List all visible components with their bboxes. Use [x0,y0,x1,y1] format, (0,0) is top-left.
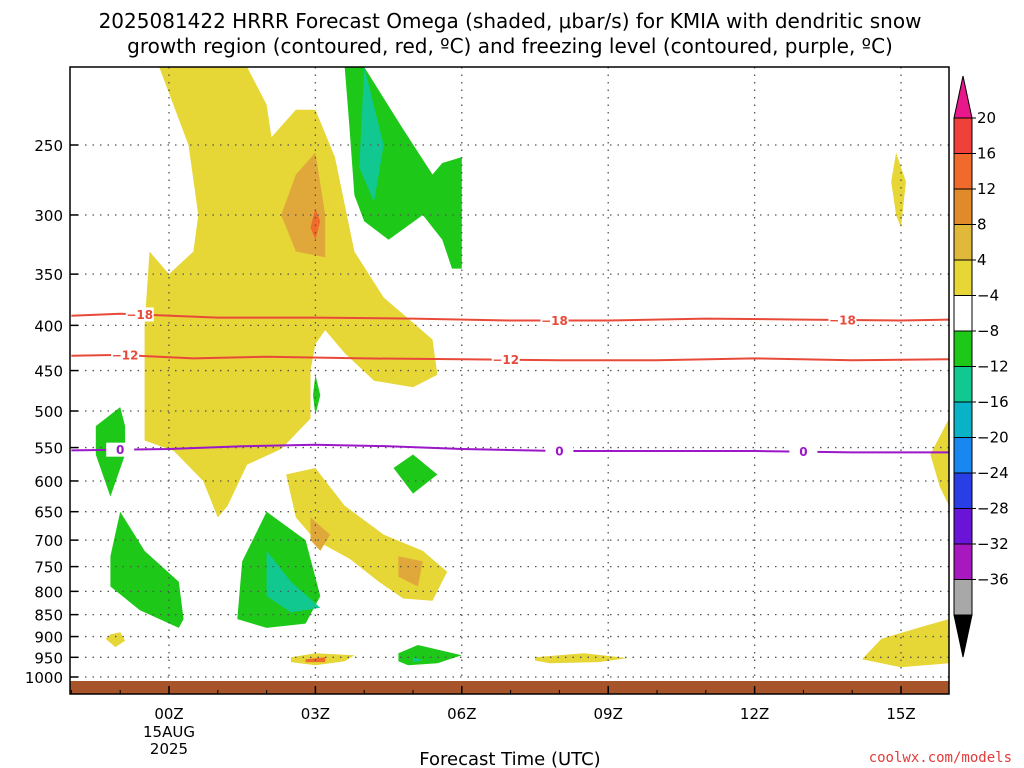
x-tick-date: 15AUG [143,723,195,741]
colorbar-label: 4 [977,251,987,269]
y-tick-label: 550 [34,440,63,458]
x-tick-label: 00Z [154,705,183,723]
x-tick-label: 03Z [301,705,330,723]
contour-label: −12 [112,349,139,363]
y-tick-label: 1000 [25,669,63,687]
x-tick-label: 12Z [740,705,769,723]
colorbar-bin [953,188,973,225]
omega-region [266,550,321,613]
y-tick-label: 500 [34,403,63,421]
contour-line [71,443,949,454]
y-tick-label: 750 [34,559,63,577]
y-tick-label: 700 [34,532,63,550]
omega-region [930,418,949,506]
y-tick-label: 900 [34,629,63,647]
contour-label-bg [789,444,818,459]
omega-region [359,67,384,202]
colorbar-label: −16 [977,393,1009,411]
colorbar-bin [953,508,973,545]
temperature-contours: −18 −18 −18 −12 −12 0 0 0 [71,307,950,459]
colorbar-bin [953,153,973,190]
omega-region [398,556,423,587]
y-tick-label: 350 [34,266,63,284]
x-tick-year: 2025 [150,740,188,758]
omega-region [413,657,423,663]
colorbar-label: −20 [977,429,1009,447]
colorbar-label: −12 [977,358,1009,376]
colorbar-label: −28 [977,500,1009,518]
contour-line [71,353,950,362]
colorbar-bin [953,295,973,332]
colorbar-label: 12 [977,180,996,198]
colorbar-bin [953,259,973,296]
colorbar-bottom-arrow [953,614,973,658]
colorbar-bin [953,543,973,580]
x-tick-label: 09Z [594,705,623,723]
contour-label: 0 [555,445,563,459]
contour-label-bg [540,313,569,328]
colorbar-label: −36 [977,571,1009,589]
y-tick-label: 850 [34,607,63,625]
omega-region [891,152,906,228]
omega-region [110,511,184,628]
colorbar-bin [953,330,973,367]
y-tick-label: 950 [34,649,63,667]
contour-label-bg [106,442,135,457]
colorbar-label: −8 [977,322,999,340]
contour-label-bg [111,348,140,363]
plot-frame [69,66,950,695]
contour-label: −12 [492,353,519,367]
y-tick-label: 250 [34,137,63,155]
colorbar-bin [953,579,973,616]
chart-title-line2: growth region (contoured, red, ºC) and f… [127,34,893,58]
contour-label-bg [545,444,574,459]
y-tick-label: 800 [34,583,63,601]
colorbar-label: −24 [977,464,1009,482]
colorbar-bin [953,472,973,509]
chart-title-line1: 2025081422 HRRR Forecast Omega (shaded, … [99,9,922,33]
x-axis-label: Forecast Time (UTC) [419,749,600,768]
credit-link[interactable]: coolwx.com/models [869,750,1012,766]
contour-label: −18 [126,308,153,322]
y-tick-label: 450 [34,363,63,381]
colorbar-bin [953,366,973,403]
omega-region [393,454,438,494]
y-tick-label: 300 [34,207,63,225]
colorbar-top-arrow [953,75,973,119]
x-tick-label: 06Z [447,705,476,723]
omega-region [105,632,126,648]
y-axis: 250 300 350 400 450 500 550 600 650 700 750 800 850 9… [25,137,78,687]
colorbar-label: 20 [977,109,996,127]
colorbar-label: −32 [977,535,1009,553]
colorbar-label: 16 [977,145,996,163]
colorbar-bin [953,437,973,474]
y-tick-label: 600 [34,473,63,491]
colorbar-label: 8 [977,216,987,234]
colorbar-bin [953,401,973,438]
contour-label-bg [491,352,520,367]
ground-band [70,681,949,694]
colorbar: 20 16 12 8 4 −4 −8 −12 −16 −20 −24 −28 −32 −36 [953,75,1009,658]
contour-label-bg [125,307,154,322]
colorbar-bin [953,224,973,261]
omega-region [310,208,321,240]
x-tick-label: 15Z [886,705,915,723]
omega-region [862,619,949,668]
contour-label: −18 [541,314,568,328]
y-tick-label: 650 [34,504,63,522]
contour-label: 0 [799,445,807,459]
ground-fill [70,681,949,694]
colorbar-label: −4 [977,287,999,305]
contour-label-bg [828,312,857,327]
colorbar-bin [953,117,973,154]
omega-region [535,653,628,664]
contour-label: −18 [829,313,856,327]
contour-label: 0 [116,443,124,457]
y-tick-label: 400 [34,317,63,335]
omega-region [144,67,438,518]
